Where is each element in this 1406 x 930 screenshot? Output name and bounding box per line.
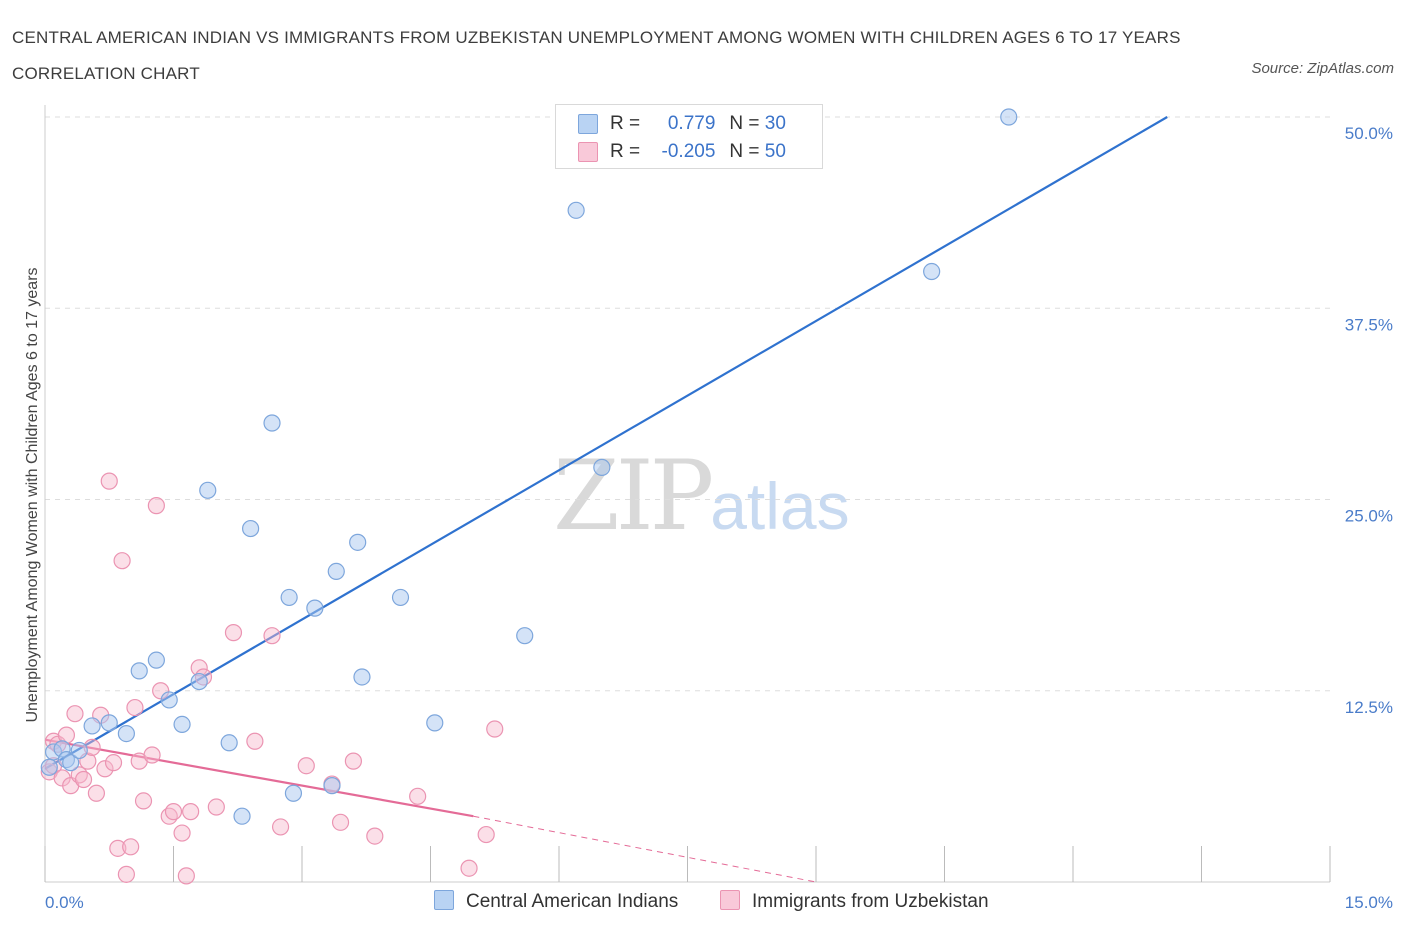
point-central-american xyxy=(173,715,191,734)
point-central-american xyxy=(62,754,80,772)
point-uzbekistan xyxy=(297,757,315,775)
legend-n-label: N = xyxy=(729,141,760,162)
point-uzbekistan xyxy=(207,798,225,816)
point-central-american xyxy=(199,481,217,499)
point-uzbekistan xyxy=(147,497,165,515)
legend-r-label: R = xyxy=(610,113,641,134)
point-central-american xyxy=(323,777,341,795)
point-central-american xyxy=(567,201,585,219)
trendline-uzbekistan xyxy=(44,738,474,818)
point-central-american xyxy=(353,668,371,686)
bottom-legend-central-american: Central American Indians xyxy=(434,890,678,913)
point-uzbekistan xyxy=(66,705,84,723)
y-axis-title: Unemployment Among Women with Children A… xyxy=(24,267,41,722)
point-uzbekistan xyxy=(164,803,183,821)
y-tick-label: 25.0% xyxy=(1345,507,1393,526)
point-central-american xyxy=(349,533,367,551)
data-points xyxy=(40,108,1018,885)
point-uzbekistan xyxy=(263,627,281,645)
point-uzbekistan xyxy=(182,803,200,821)
legend-n-value: 50 xyxy=(764,141,786,162)
point-uzbekistan xyxy=(344,752,362,770)
point-uzbekistan xyxy=(87,784,106,802)
point-uzbekistan xyxy=(109,839,127,857)
bottom-legend-swatch-pink xyxy=(720,890,740,910)
point-central-american xyxy=(923,262,941,281)
point-uzbekistan xyxy=(331,813,350,831)
bottom-legend-label: Immigrants from Uzbekistan xyxy=(752,891,989,912)
x-tick-label: 0.0% xyxy=(45,893,84,912)
point-central-american xyxy=(284,784,303,802)
bottom-legend-label: Central American Indians xyxy=(466,891,679,912)
bottom-legend-swatch-blue xyxy=(434,890,454,910)
legend-n-label: N = xyxy=(729,113,760,134)
point-central-american xyxy=(147,651,165,669)
point-uzbekistan xyxy=(477,825,495,844)
point-central-american xyxy=(1000,108,1018,126)
point-uzbekistan xyxy=(143,746,161,764)
bottom-legend-uzbekistan: Immigrants from Uzbekistan xyxy=(720,890,989,913)
point-central-american xyxy=(516,627,534,645)
y-tick-label: 50.0% xyxy=(1345,124,1393,143)
point-uzbekistan xyxy=(104,754,123,772)
point-central-american xyxy=(233,807,251,825)
point-uzbekistan xyxy=(173,824,191,842)
chart-title: CENTRAL AMERICAN INDIAN VS IMMIGRANTS FR… xyxy=(12,28,1181,83)
point-central-american xyxy=(117,724,135,743)
point-uzbekistan xyxy=(100,472,118,490)
point-central-american xyxy=(40,758,58,776)
point-central-american xyxy=(83,717,101,735)
point-uzbekistan xyxy=(113,552,131,570)
point-uzbekistan xyxy=(74,770,93,789)
trendline-uzbekistan-extension xyxy=(473,815,817,883)
point-central-american xyxy=(242,519,260,538)
point-central-american xyxy=(160,691,178,709)
point-uzbekistan xyxy=(460,859,478,877)
point-uzbekistan xyxy=(117,865,135,883)
point-uzbekistan xyxy=(409,787,427,805)
point-uzbekistan xyxy=(96,760,114,778)
point-uzbekistan xyxy=(122,838,140,856)
y-tick-label: 12.5% xyxy=(1345,698,1393,717)
point-uzbekistan xyxy=(134,792,153,810)
point-uzbekistan xyxy=(486,720,504,738)
legend-row-uzbekistan: R = -0.205 N = 50 xyxy=(578,139,786,165)
point-central-american xyxy=(391,588,410,607)
point-uzbekistan xyxy=(126,698,144,717)
correlation-legend: R = 0.779 N = 30 R = -0.205 N = 50 xyxy=(555,104,823,169)
legend-r-value: -0.205 xyxy=(661,141,716,162)
point-uzbekistan xyxy=(366,827,384,845)
gridlines xyxy=(45,116,1330,692)
legend-row-central-american: R = 0.779 N = 30 xyxy=(578,111,786,137)
trendlines xyxy=(44,116,1168,883)
point-uzbekistan xyxy=(246,732,264,750)
axes xyxy=(44,105,1331,883)
legend-n-value: 30 xyxy=(764,113,786,134)
y-tick-label: 37.5% xyxy=(1345,315,1393,334)
legend-r-label: R = xyxy=(610,141,641,162)
point-central-american xyxy=(593,458,611,476)
legend-swatch-pink xyxy=(578,141,598,162)
trendline-central-american xyxy=(44,116,1168,770)
point-central-american xyxy=(426,714,444,732)
legend-swatch-blue xyxy=(578,113,598,134)
point-central-american xyxy=(327,562,345,581)
point-uzbekistan xyxy=(177,867,195,885)
point-central-american xyxy=(190,672,208,691)
watermark-atlas: atlas xyxy=(710,469,850,543)
tick-labels: 12.5% 25.0% 37.5% 50.0% 0.0% 15.0% xyxy=(45,124,1393,912)
point-central-american xyxy=(130,662,148,680)
point-central-american xyxy=(70,741,88,760)
x-tick-label: 15.0% xyxy=(1345,893,1393,912)
point-central-american xyxy=(306,599,324,617)
point-central-american xyxy=(280,588,298,607)
point-central-american xyxy=(263,414,281,432)
source-label: Source: ZipAtlas.com xyxy=(1251,60,1394,77)
point-central-american xyxy=(220,734,238,752)
point-central-american xyxy=(100,714,118,732)
point-uzbekistan xyxy=(224,624,243,642)
legend-r-value: 0.779 xyxy=(667,113,716,134)
point-uzbekistan xyxy=(271,818,290,836)
